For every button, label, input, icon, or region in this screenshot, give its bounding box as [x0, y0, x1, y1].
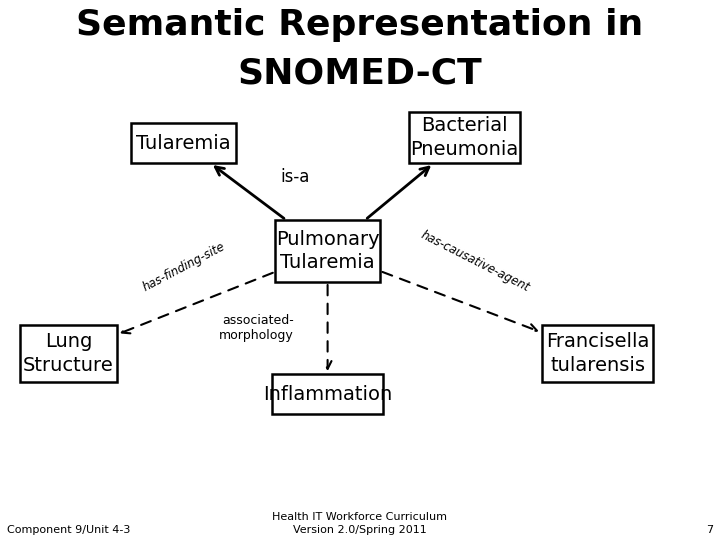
Text: is-a: is-a — [281, 168, 310, 186]
FancyBboxPatch shape — [19, 325, 117, 382]
Text: Component 9/Unit 4-3: Component 9/Unit 4-3 — [7, 524, 130, 535]
Text: 7: 7 — [706, 524, 713, 535]
Text: Semantic Representation in: Semantic Representation in — [76, 8, 644, 42]
Text: Bacterial
Pneumonia: Bacterial Pneumonia — [410, 117, 518, 159]
FancyBboxPatch shape — [275, 220, 380, 282]
Text: has-finding-site: has-finding-site — [140, 240, 227, 294]
FancyBboxPatch shape — [541, 325, 654, 382]
Text: Francisella
tularensis: Francisella tularensis — [546, 333, 649, 375]
Text: Pulmonary
Tularemia: Pulmonary Tularemia — [276, 230, 379, 272]
Text: Inflammation: Inflammation — [263, 384, 392, 404]
Text: Tularemia: Tularemia — [136, 133, 231, 153]
Text: associated-
morphology: associated- morphology — [219, 314, 294, 342]
FancyBboxPatch shape — [272, 374, 383, 415]
Text: Health IT Workforce Curriculum
Version 2.0/Spring 2011: Health IT Workforce Curriculum Version 2… — [272, 512, 448, 535]
Text: SNOMED-CT: SNOMED-CT — [238, 57, 482, 91]
FancyBboxPatch shape — [409, 112, 521, 163]
FancyBboxPatch shape — [132, 123, 236, 163]
Text: has-causative-agent: has-causative-agent — [418, 228, 532, 294]
Text: Lung
Structure: Lung Structure — [23, 333, 114, 375]
